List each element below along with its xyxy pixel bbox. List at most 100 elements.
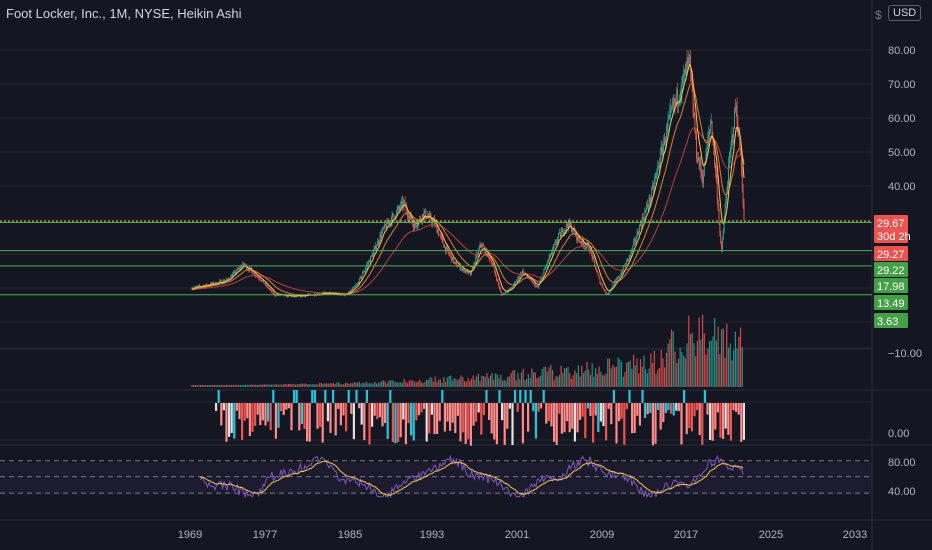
momentum-bar: [467, 403, 470, 440]
volume-bar: [657, 369, 659, 387]
volume-bar: [470, 378, 473, 387]
volume-bar: [581, 365, 583, 387]
candle-body: [427, 216, 428, 219]
candle-body: [269, 288, 271, 290]
candle-body: [601, 283, 603, 285]
volume-bar: [198, 384, 200, 387]
candle-body: [267, 285, 269, 288]
candle-body: [639, 225, 641, 234]
candle-body: [669, 111, 671, 117]
momentum-bar: [680, 403, 683, 445]
candle-body: [595, 264, 597, 270]
candle-body: [638, 233, 640, 235]
momentum-bar: [571, 403, 574, 429]
time-axis: 1969 1977 1985 1993 2001 2009 2017 2025 2033: [178, 529, 867, 541]
candle-body: [593, 257, 595, 261]
momentum-bar: [215, 403, 218, 411]
currency-button[interactable]: USD: [888, 5, 922, 21]
candle-body: [710, 121, 712, 124]
candle-body: [237, 269, 239, 271]
candle-body: [371, 255, 373, 257]
momentum-bar: [709, 403, 712, 440]
volume-bar: [729, 343, 731, 387]
volume-bar: [733, 349, 735, 387]
candle-body: [594, 260, 596, 265]
candle-body: [550, 253, 552, 255]
candle-body: [645, 209, 647, 212]
candle-body: [265, 283, 267, 286]
momentum-bar: [670, 403, 673, 414]
candle-body: [414, 223, 416, 226]
candle-body: [392, 214, 394, 215]
candle-body: [592, 257, 594, 259]
volume-bar: [633, 354, 635, 387]
candle-body: [244, 264, 246, 266]
candle-body: [456, 263, 458, 267]
momentum-bar: [566, 403, 569, 421]
volume-bar: [631, 368, 633, 387]
candle-body: [523, 272, 525, 274]
candle-body: [540, 277, 542, 280]
candle-body: [671, 106, 672, 108]
candle-body: [440, 235, 442, 237]
momentum-bar: [641, 390, 644, 403]
volume-bar: [614, 367, 616, 387]
candle-body: [715, 164, 716, 172]
candle-body: [697, 158, 699, 161]
candle-body: [457, 266, 459, 268]
momentum-bar: [638, 403, 641, 426]
candle-body: [418, 219, 420, 224]
candle-body: [672, 100, 674, 107]
candle-body: [459, 265, 461, 270]
candle-body: [497, 280, 499, 284]
candle-body: [620, 274, 622, 276]
momentum-bar: [690, 403, 693, 432]
momentum-bar: [586, 403, 589, 409]
volume-bar: [386, 383, 388, 387]
volume-bar: [389, 380, 391, 387]
volume-bar: [646, 373, 648, 387]
volume-bar: [275, 384, 278, 387]
candle-body: [660, 148, 662, 152]
candle-body: [646, 205, 647, 210]
candle-body: [534, 283, 536, 287]
candle-body: [464, 270, 465, 272]
candle-body: [703, 175, 704, 184]
volume-bar: [258, 384, 260, 387]
candle-body: [515, 281, 517, 282]
volume-bar: [422, 383, 424, 387]
volume-bar: [286, 384, 288, 387]
candle-body: [403, 200, 405, 202]
candle-body: [355, 285, 357, 287]
momentum-bar: [404, 403, 407, 445]
volume-bar: [636, 358, 638, 387]
momentum-bar: [516, 403, 519, 412]
candle-body: [417, 223, 419, 227]
candle-body: [290, 295, 292, 297]
volume-bar: [562, 372, 564, 387]
volume-bar: [739, 327, 742, 387]
candle-body: [273, 293, 275, 295]
candle-body: [603, 289, 605, 291]
candle-body: [565, 229, 566, 231]
candle-body: [586, 243, 588, 246]
momentum-bar: [477, 403, 480, 413]
candle-body: [577, 235, 579, 240]
time-tick-label: 1977: [253, 529, 277, 541]
candle-body: [286, 295, 288, 297]
volume-bar: [586, 361, 588, 387]
momentum-bar: [599, 403, 602, 422]
volume-bar: [505, 380, 507, 387]
candle-body: [722, 230, 724, 241]
volume-bar: [719, 354, 721, 387]
candle-body: [408, 216, 410, 219]
volume-bar: [212, 384, 214, 387]
momentum-bar: [698, 403, 701, 436]
volume-bar: [436, 381, 438, 387]
momentum-bar: [269, 403, 272, 431]
volume-bar: [232, 384, 234, 387]
volume-bar: [336, 382, 338, 387]
candle-body: [257, 276, 259, 279]
current-price-label-bg: [874, 215, 908, 243]
